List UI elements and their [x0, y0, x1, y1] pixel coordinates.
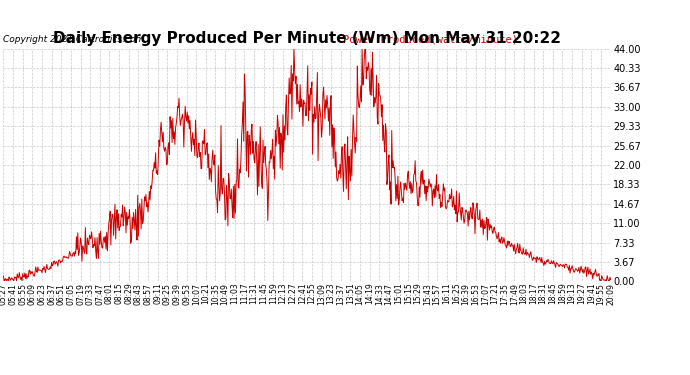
Title: Daily Energy Produced Per Minute (Wm) Mon May 31 20:22: Daily Energy Produced Per Minute (Wm) Mo…	[53, 31, 561, 46]
Text: Power Produced(watts/minute): Power Produced(watts/minute)	[344, 35, 518, 45]
Text: Copyright 2021 Cartronics.com: Copyright 2021 Cartronics.com	[3, 35, 145, 44]
